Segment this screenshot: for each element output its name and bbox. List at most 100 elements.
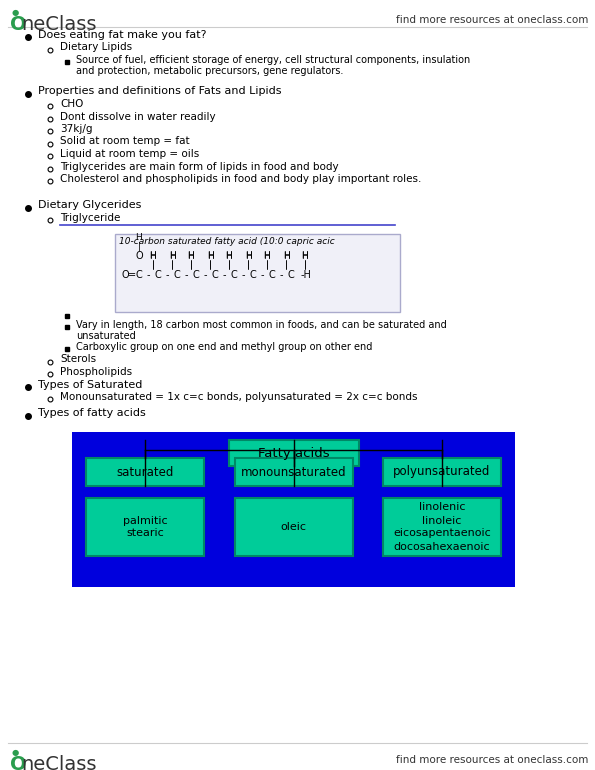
Text: H: H [149,251,156,260]
Text: Triglyceride: Triglyceride [60,213,120,223]
Text: Sterols: Sterols [60,354,96,364]
Text: Types of fatty acids: Types of fatty acids [38,409,146,419]
Text: C: C [268,270,275,280]
Text: Solid at room temp = fat: Solid at room temp = fat [60,136,190,146]
Text: |: | [303,260,306,269]
Text: polyunsaturated: polyunsaturated [393,466,491,478]
Text: -: - [203,270,206,280]
Text: |: | [209,260,211,269]
Text: |: | [190,261,192,270]
Text: C: C [136,270,142,280]
Text: -: - [260,270,264,280]
Bar [86,458,204,486]
Text: |: | [246,260,249,269]
Text: Triglycerides are main form of lipids in food and body: Triglycerides are main form of lipids in… [60,162,339,172]
Text: |: | [284,261,287,270]
Text: -: - [184,270,188,280]
Text: neClass: neClass [21,755,96,770]
Text: H: H [168,251,176,260]
Text: Dont dissolve in water readily: Dont dissolve in water readily [60,112,215,122]
Bar [234,458,352,486]
Text: ●: ● [12,8,19,17]
Text: H: H [283,252,289,261]
Text: Carboxylic group on one end and methyl group on other end: Carboxylic group on one end and methyl g… [76,342,372,352]
Text: |: | [190,260,192,269]
Text: Source of fuel, efficient storage of energy, cell structural components, insulat: Source of fuel, efficient storage of ene… [76,55,470,65]
Text: saturated: saturated [116,466,174,478]
Text: C: C [287,270,295,280]
Text: Monounsaturated = 1x c=c bonds, polyunsaturated = 2x c=c bonds: Monounsaturated = 1x c=c bonds, polyunsa… [60,392,418,402]
Text: |: | [265,261,268,270]
Bar [72,432,515,587]
Text: H: H [149,252,156,261]
Text: |: | [209,261,211,270]
Bar [65,60,69,64]
Text: ●: ● [12,748,19,757]
Text: docosahexaenoic: docosahexaenoic [394,541,490,551]
Text: H: H [168,252,176,261]
Text: -: - [146,270,150,280]
Text: |: | [246,261,249,270]
Text: Liquid at room temp = oils: Liquid at room temp = oils [60,149,199,159]
Text: stearic: stearic [126,528,164,538]
Text: Vary in length, 18 carbon most common in foods, and can be saturated and: Vary in length, 18 carbon most common in… [76,320,447,330]
Text: palmitic: palmitic [123,515,167,525]
Text: H: H [226,251,233,260]
Bar [383,498,501,556]
Text: find more resources at oneclass.com: find more resources at oneclass.com [396,15,588,25]
Text: C: C [212,270,218,280]
Text: Dietary Glycerides: Dietary Glycerides [38,200,142,210]
Text: H: H [264,252,270,261]
Text: O: O [10,755,27,770]
Text: Does eating fat make you fat?: Does eating fat make you fat? [38,30,206,40]
Text: H: H [245,252,251,261]
Text: |: | [303,261,306,270]
Text: CHO: CHO [60,99,83,109]
Text: H: H [187,251,195,260]
Text: Properties and definitions of Fats and Lipids: Properties and definitions of Fats and L… [38,86,281,96]
Text: -: - [165,270,169,280]
Text: |: | [171,260,173,269]
Text: C: C [250,270,256,280]
Text: -: - [223,270,226,280]
Text: Dietary Lipids: Dietary Lipids [60,42,132,52]
Bar [65,347,69,351]
Text: H: H [206,251,214,260]
Text: find more resources at oneclass.com: find more resources at oneclass.com [396,755,588,765]
Text: -: - [279,270,283,280]
Bar [383,458,501,486]
Text: unsaturated: unsaturated [76,331,136,341]
Text: Fatty acids: Fatty acids [258,447,329,460]
Text: H: H [136,233,142,242]
Text: Types of Saturated: Types of Saturated [38,380,142,390]
Text: C: C [231,270,237,280]
Text: oleic: oleic [280,522,306,532]
Text: H: H [283,251,289,260]
Text: C: C [155,270,161,280]
Text: -: - [241,270,245,280]
Text: C: C [174,270,180,280]
Text: H: H [245,251,251,260]
Bar [65,314,69,318]
Text: 37kj/g: 37kj/g [60,124,92,134]
Text: |: | [152,261,155,270]
Text: |: | [227,261,230,270]
Text: |: | [265,260,268,269]
Text: =: = [128,270,136,280]
Text: O: O [121,270,129,280]
Text: O: O [135,251,143,261]
Text: linolenic: linolenic [419,503,465,513]
Bar [228,440,359,466]
Text: H: H [187,252,195,261]
Text: |: | [227,260,230,269]
Text: O: O [10,15,27,34]
Text: neClass: neClass [21,15,96,34]
Text: 10-carbon saturated fatty acid (10:0 capric acic: 10-carbon saturated fatty acid (10:0 cap… [119,237,335,246]
Text: and protection, metabolic precursors, gene regulators.: and protection, metabolic precursors, ge… [76,66,343,76]
Text: H: H [226,252,233,261]
Text: Cholesterol and phospholipids in food and body play important roles.: Cholesterol and phospholipids in food an… [60,174,421,184]
Text: -H: -H [301,270,312,280]
Text: linoleic: linoleic [422,515,462,525]
Bar [234,498,352,556]
Text: C: C [193,270,199,280]
